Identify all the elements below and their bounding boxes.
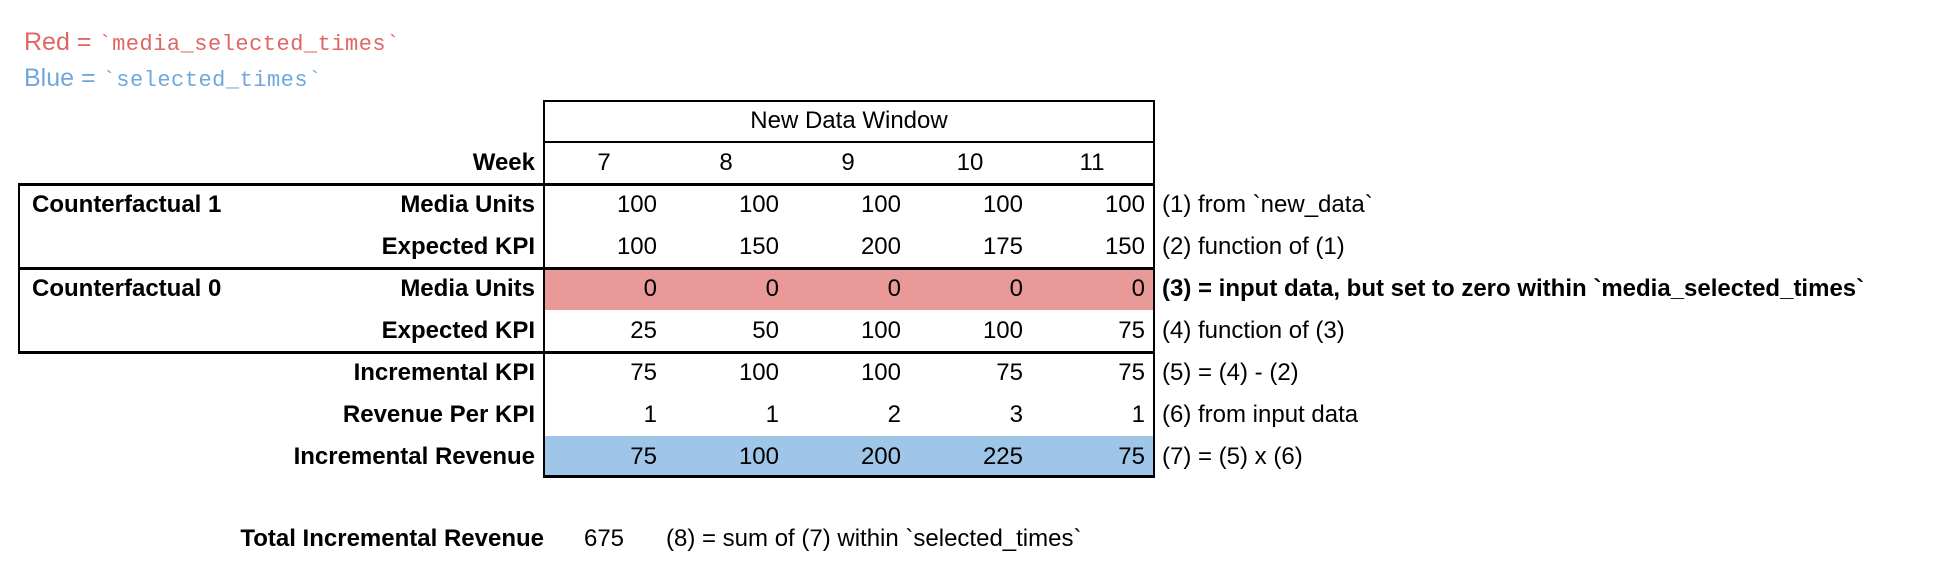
legend-red-equals: = (69, 28, 99, 56)
cell-value: 25 (630, 317, 657, 344)
cell-value: 100 (860, 317, 901, 344)
border-header-bottom (543, 141, 1155, 143)
table-row: Expected KPI 25 50 100 100 75 (4) functi… (0, 310, 1960, 352)
legend-blue-label: Blue (24, 64, 75, 92)
cell-value: 100 (738, 443, 779, 470)
legend-red-line: Red = `media_selected_times` (24, 26, 400, 58)
cell-value: 0 (887, 275, 901, 302)
cell-value: 150 (738, 233, 779, 260)
total-annotation: (8) = sum of (7) within `selected_times` (666, 525, 1082, 552)
table-row: Revenue Per KPI 1 1 2 3 1 (6) from input… (0, 394, 1960, 436)
blue-highlight-band (545, 436, 1153, 478)
legend-blue-code: `selected_times` (102, 68, 322, 93)
border-data-right (1153, 100, 1155, 478)
cell-value: 175 (982, 233, 1023, 260)
row-annotation: (7) = (5) x (6) (1162, 443, 1303, 470)
week-value: 7 (597, 149, 611, 176)
border-header-top (543, 100, 1155, 102)
row-annotation: (5) = (4) - (2) (1162, 359, 1299, 386)
table-row-highlight-blue: Incremental Revenue 75 100 200 225 75 (7… (0, 436, 1960, 478)
cell-value: 100 (616, 191, 657, 218)
row-label: Media Units (400, 275, 535, 302)
border-group-bottom (18, 351, 1155, 354)
legend-blue-line: Blue = `selected_times` (24, 62, 322, 94)
total-label: Total Incremental Revenue (240, 525, 544, 552)
row-label: Revenue Per KPI (342, 401, 535, 428)
total-row: Total Incremental Revenue 675 (8) = sum … (0, 518, 1960, 560)
cell-value: 0 (1131, 275, 1145, 302)
table-row-highlight-red: Counterfactual 0 Media Units 0 0 0 0 0 (… (0, 268, 1960, 310)
cell-value: 75 (1118, 443, 1145, 470)
group-label-counterfactual-1: Counterfactual 1 (32, 191, 222, 218)
cell-value: 200 (860, 443, 901, 470)
row-label: Incremental Revenue (293, 443, 535, 470)
table-row: Expected KPI 100 150 200 175 150 (2) fun… (0, 226, 1960, 268)
total-value: 675 (583, 525, 625, 552)
border-table-bottom (543, 475, 1155, 478)
week-value: 10 (956, 149, 984, 176)
cell-value: 0 (765, 275, 779, 302)
legend-red-label: Red (24, 28, 70, 56)
legend-red-code: `media_selected_times` (98, 32, 400, 57)
row-label: Expected KPI (381, 233, 535, 260)
cell-value: 100 (1104, 191, 1145, 218)
cell-value: 1 (643, 401, 657, 428)
cell-value: 100 (982, 191, 1023, 218)
week-label: Week (472, 149, 535, 176)
cell-value: 75 (1118, 359, 1145, 386)
cell-value: 100 (860, 359, 901, 386)
cell-value: 0 (1009, 275, 1023, 302)
cell-value: 75 (996, 359, 1023, 386)
row-annotation: (2) function of (1) (1162, 233, 1345, 260)
cell-value: 150 (1104, 233, 1145, 260)
cell-value: 1 (1131, 401, 1145, 428)
row-annotation: (1) from `new_data` (1162, 191, 1373, 218)
cell-value: 75 (630, 359, 657, 386)
week-row: Week 7 8 9 10 11 (0, 142, 1960, 184)
cell-value: 75 (630, 443, 657, 470)
row-annotation: (4) function of (3) (1162, 317, 1345, 344)
border-left-box (18, 183, 20, 354)
legend-blue-equals: = (74, 64, 103, 92)
red-highlight-band (545, 268, 1153, 310)
cell-value: 1 (765, 401, 779, 428)
cell-value: 100 (738, 359, 779, 386)
cell-value: 50 (752, 317, 779, 344)
cell-value: 225 (982, 443, 1023, 470)
row-label: Media Units (400, 191, 535, 218)
cell-value: 100 (860, 191, 901, 218)
row-annotation: (6) from input data (1162, 401, 1359, 428)
cell-value: 200 (860, 233, 901, 260)
table-header-new-data-window: New Data Window (750, 107, 948, 134)
week-value: 9 (841, 149, 855, 176)
border-table-top (18, 183, 1155, 186)
group-label-counterfactual-0: Counterfactual 0 (32, 275, 222, 302)
cell-value: 0 (643, 275, 657, 302)
cell-value: 2 (887, 401, 901, 428)
week-value: 8 (719, 149, 733, 176)
border-group-divider (18, 267, 1155, 270)
row-label: Expected KPI (381, 317, 535, 344)
cell-value: 100 (616, 233, 657, 260)
border-data-left (543, 100, 545, 478)
row-annotation: (3) = input data, but set to zero within… (1162, 275, 1865, 302)
table-row: Incremental KPI 75 100 100 75 75 (5) = (… (0, 352, 1960, 394)
cell-value: 100 (982, 317, 1023, 344)
row-label: Incremental KPI (353, 359, 535, 386)
cell-value: 3 (1009, 401, 1023, 428)
week-value: 11 (1079, 149, 1105, 176)
cell-value: 100 (738, 191, 779, 218)
cell-value: 75 (1118, 317, 1145, 344)
table-row: Counterfactual 1 Media Units 100 100 100… (0, 184, 1960, 226)
